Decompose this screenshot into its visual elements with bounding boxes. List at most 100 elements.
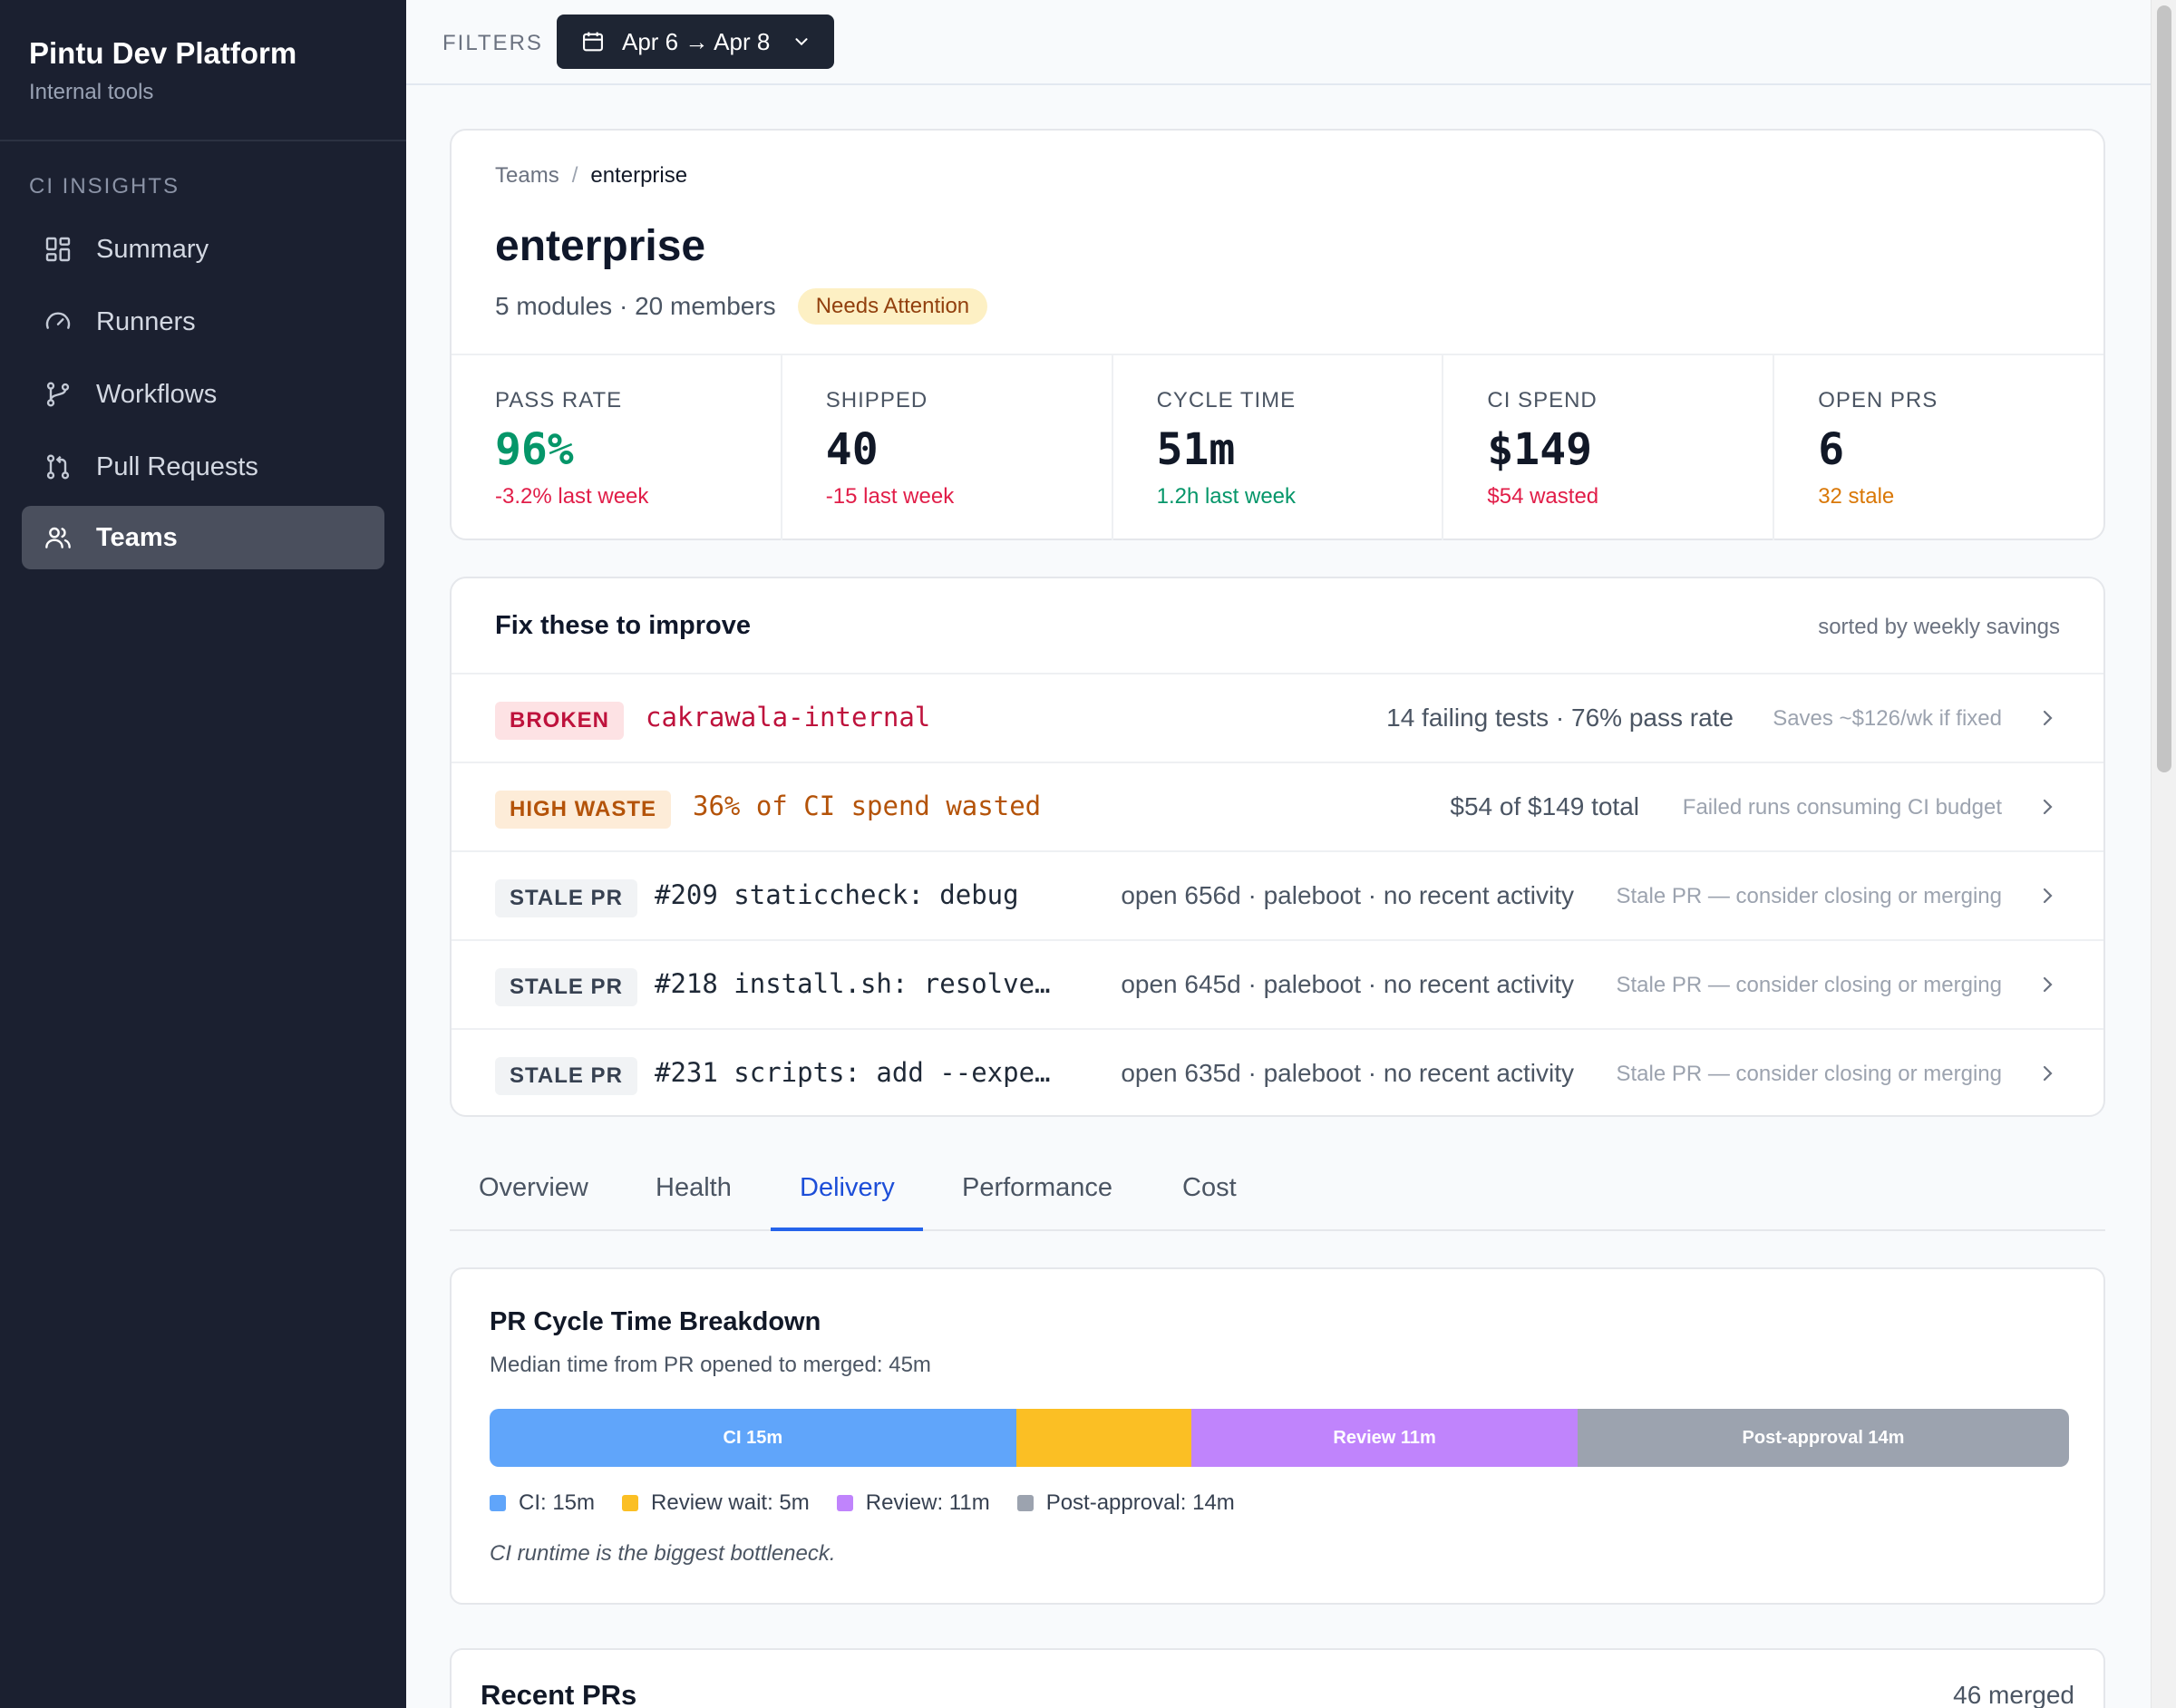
- issue-title: #231 scripts: add --experimental flag: [655, 1057, 1057, 1088]
- breadcrumb: Teams / enterprise: [495, 163, 687, 189]
- cycle-time-subtitle: Median time from PR opened to merged: 45…: [490, 1353, 931, 1377]
- issue-title: 36% of CI spend wasted: [693, 791, 1042, 821]
- legend-item-review: Review: 11m: [836, 1490, 990, 1516]
- legend-item-ci: CI: 15m: [490, 1490, 595, 1516]
- legend-label: Review wait: 5m: [651, 1490, 810, 1515]
- legend-item-post-approval: Post-approval: 14m: [1016, 1490, 1235, 1516]
- recent-prs-card: Recent PRs 46 merged: [450, 1648, 2105, 1708]
- status-badge: Needs Attention: [797, 288, 988, 325]
- date-range-value: Apr 6 → Apr 8: [622, 27, 771, 55]
- team-card: Teams / enterprise enterprise 5 modules · …: [450, 129, 2105, 540]
- issue-hint: Stale PR — consider closing or merging: [1616, 973, 2002, 997]
- legend-swatch: [622, 1495, 639, 1511]
- active-tab-indicator: [771, 1228, 923, 1231]
- stat-value: 6: [1818, 424, 1845, 475]
- stat-value: 51m: [1156, 424, 1236, 475]
- issue-tag: STALE PR: [495, 1057, 637, 1095]
- grid-icon: [45, 237, 71, 262]
- chevron-right-icon: [2043, 1065, 2053, 1082]
- stat-label: OPEN PRS: [1818, 388, 1938, 412]
- fix-row-stale-pr[interactable]: STALE PR #231 scripts: add --experimenta…: [452, 1028, 2103, 1117]
- issue-tag: HIGH WASTE: [495, 791, 672, 829]
- legend-swatch: [490, 1495, 506, 1511]
- issue-hint: Failed runs consuming CI budget: [1682, 795, 2002, 820]
- issue-title: #209 staticcheck: debug: [655, 879, 1019, 910]
- stat-value: 96%: [495, 424, 574, 475]
- scrollbar[interactable]: [2151, 0, 2176, 1708]
- segment-review: Review 11m: [1191, 1409, 1579, 1467]
- stat-value: 40: [825, 424, 879, 475]
- brand: Pintu Dev Platform Internal tools: [0, 0, 406, 141]
- legend-swatch: [836, 1495, 853, 1511]
- sidebar-item-teams[interactable]: Teams: [22, 506, 384, 569]
- issue-tag: BROKEN: [495, 702, 625, 740]
- sidebar: Pintu Dev Platform Internal tools CI INS…: [0, 0, 406, 1708]
- tab-performance[interactable]: Performance: [962, 1173, 1113, 1202]
- cycle-time-title: PR Cycle Time Breakdown: [490, 1307, 821, 1336]
- sidebar-item-label: Pull Requests: [96, 451, 258, 481]
- fix-row-high-waste[interactable]: HIGH WASTE 36% of CI spend wasted $54 of…: [452, 762, 2103, 850]
- chevron-right-icon: [2043, 976, 2053, 993]
- chevron-right-icon: [2043, 710, 2053, 726]
- stat-pass-rate: PASS RATE 96% -3.2% last week: [452, 355, 782, 540]
- fix-list-card: Fix these to improve sorted by weekly sa…: [450, 577, 2105, 1117]
- stat-cycle-time: CYCLE TIME 51m 1.2h last week: [1113, 355, 1444, 540]
- tab-health[interactable]: Health: [656, 1173, 732, 1202]
- scrollbar-thumb[interactable]: [2157, 5, 2171, 772]
- stat-value: $149: [1487, 424, 1592, 475]
- chevron-right-icon: [2043, 888, 2053, 904]
- tab-delivery[interactable]: Delivery: [800, 1173, 895, 1202]
- sidebar-item-summary[interactable]: Summary: [22, 218, 384, 281]
- stat-label: CYCLE TIME: [1156, 388, 1297, 412]
- issue-tag: STALE PR: [495, 968, 637, 1006]
- sidebar-item-pull-requests[interactable]: Pull Requests: [22, 435, 384, 499]
- sidebar-item-workflows[interactable]: Workflows: [22, 363, 384, 426]
- legend-label: Review: 11m: [865, 1490, 990, 1515]
- segment-ci: CI 15m: [490, 1409, 1016, 1467]
- stat-label: CI SPEND: [1487, 388, 1598, 412]
- sidebar-item-label: Workflows: [96, 379, 218, 409]
- page-title: enterprise: [495, 222, 706, 270]
- legend-label: Post-approval: 14m: [1045, 1490, 1235, 1515]
- tab-overview[interactable]: Overview: [479, 1173, 588, 1202]
- recent-prs-title: Recent PRs: [481, 1679, 637, 1708]
- fix-row-broken[interactable]: BROKEN cakrawala-internal 14 failing tes…: [452, 673, 2103, 762]
- cycle-note: CI runtime is the biggest bottleneck.: [490, 1541, 836, 1566]
- issue-tag: STALE PR: [495, 879, 637, 917]
- users-icon: [45, 527, 71, 548]
- gauge-icon: [45, 312, 71, 329]
- chevron-right-icon: [2043, 799, 2053, 815]
- issue-meta: open 656d · paleboot · no recent activit…: [1121, 881, 1574, 909]
- nav-section-label: CI INSIGHTS: [29, 174, 180, 199]
- sidebar-item-label: Summary: [96, 234, 209, 264]
- breadcrumb-current: enterprise: [590, 163, 688, 188]
- stat-delta: -15 last week: [825, 484, 955, 509]
- stat-label: SHIPPED: [825, 388, 928, 412]
- date-range-button[interactable]: Apr 6 → Apr 8: [557, 15, 834, 69]
- recent-prs-count: 46 merged: [1953, 1681, 2074, 1708]
- app-title: Pintu Dev Platform: [29, 36, 297, 70]
- stat-delta: $54 wasted: [1487, 484, 1599, 509]
- breadcrumb-separator: /: [571, 163, 578, 188]
- calendar-icon: [583, 32, 603, 52]
- legend-item-review-wait: Review wait: 5m: [622, 1490, 810, 1516]
- team-meta-text: 5 modules · 20 members: [495, 292, 776, 320]
- fix-row-stale-pr[interactable]: STALE PR #218 install.sh: resolve symlin…: [452, 939, 2103, 1028]
- stat-label: PASS RATE: [495, 388, 623, 412]
- cycle-time-card: PR Cycle Time Breakdown Median time from…: [450, 1267, 2105, 1605]
- sidebar-item-runners[interactable]: Runners: [22, 290, 384, 354]
- fix-list-title: Fix these to improve: [495, 611, 752, 640]
- stat-ci-spend: CI SPEND $149 $54 wasted: [1443, 355, 1775, 540]
- fix-row-stale-pr[interactable]: STALE PR #209 staticcheck: debug open 65…: [452, 850, 2103, 939]
- cycle-time-bar: CI 15m Review 11m Post-approval 14m: [490, 1409, 2069, 1467]
- sidebar-item-label: Teams: [96, 522, 178, 552]
- stats-row: PASS RATE 96% -3.2% last week SHIPPED 40…: [452, 354, 2103, 540]
- team-meta: 5 modules · 20 members Needs Attention: [495, 288, 988, 325]
- stat-delta: -3.2% last week: [495, 484, 649, 509]
- issue-hint: Saves ~$126/wk if fixed: [1773, 706, 2002, 731]
- app-subtitle: Internal tools: [29, 80, 154, 104]
- issue-meta: $54 of $149 total: [1450, 792, 1639, 820]
- tab-cost[interactable]: Cost: [1182, 1173, 1237, 1202]
- segment-post-approval: Post-approval 14m: [1578, 1409, 2069, 1467]
- breadcrumb-teams-link[interactable]: Teams: [495, 163, 559, 188]
